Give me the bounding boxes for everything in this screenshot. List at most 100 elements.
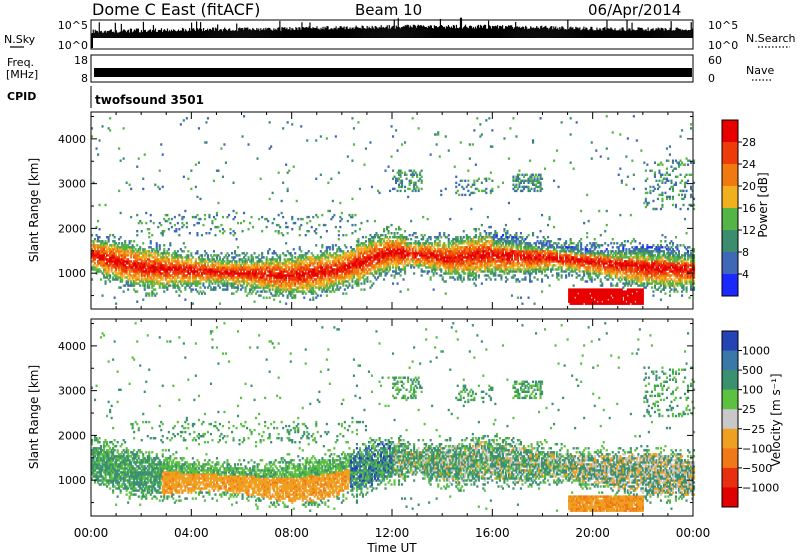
heatmap-cell [383,260,386,263]
heatmap-cell [255,286,258,289]
heatmap-cell [268,274,271,277]
heatmap-cell [358,187,361,191]
heatmap-cell [279,260,282,263]
heatmap-cell [191,280,194,283]
heatmap-cell [343,280,346,283]
heatmap-cell [373,250,376,253]
heatmap-cell [232,282,235,285]
heatmap-cell [393,270,396,273]
heatmap-cell [377,248,380,251]
heatmap-cell [331,264,334,267]
heatmap-cell [119,252,122,255]
heatmap-cell [238,262,241,265]
heatmap-cell [345,246,348,249]
heatmap-cell [377,270,380,273]
heatmap-cell [352,268,355,271]
heatmap-cell [237,270,240,273]
heatmap-cell [367,246,370,249]
heatmap-cell [149,264,152,267]
heatmap-cell [325,264,328,267]
heatmap-cell [94,238,97,241]
heatmap-cell [419,252,422,255]
heatmap-cell [286,250,289,253]
heatmap-cell [268,278,271,281]
heatmap-cell [358,228,361,231]
heatmap-cell [384,254,387,257]
heatmap-cell [392,240,395,243]
heatmap-cell [399,189,402,193]
heatmap-cell [158,270,161,273]
heatmap-cell [167,228,170,231]
heatmap-cell [381,252,384,255]
heatmap-cell [244,290,247,293]
heatmap-cell [241,135,244,138]
heatmap-cell [223,284,226,287]
heatmap-cell [259,290,262,293]
heatmap-cell [175,254,178,257]
heatmap-cell [190,264,193,267]
heatmap-cell [121,266,124,269]
heatmap-cell [127,288,130,291]
heatmap-cell [104,258,107,261]
heatmap-cell [238,276,241,279]
heatmap-cell [383,254,386,257]
heatmap-cell [449,217,452,221]
heatmap-cell [265,264,268,267]
heatmap-cell [363,288,366,291]
heatmap-cell [309,268,312,271]
heatmap-cell [155,274,158,277]
heatmap-cell [249,221,252,225]
heatmap-cell [331,276,334,279]
heatmap-cell [106,260,109,263]
heatmap-cell [316,272,319,275]
heatmap-cell [429,153,432,156]
heatmap-cell [357,270,360,273]
heatmap-cell [389,258,392,261]
heatmap-cell [271,288,274,291]
heatmap-cell [226,256,229,259]
heatmap-cell [407,250,410,253]
heatmap-cell [289,286,292,289]
heatmap-cell [118,286,121,289]
heatmap-cell [244,276,247,279]
heatmap-cell [328,262,331,265]
heatmap-cell [250,292,253,295]
heatmap-cell [146,286,149,289]
heatmap-cell [375,242,378,245]
heatmap-cell [97,254,100,257]
heatmap-cell [271,262,274,265]
heatmap-cell [286,232,289,235]
heatmap-cell [194,274,197,277]
heatmap-cell [398,262,401,265]
heatmap-cell [200,262,203,265]
heatmap-cell [218,280,221,283]
heatmap-cell [468,157,471,160]
heatmap-cell [285,286,288,289]
heatmap-cell [148,272,151,275]
heatmap-cell [366,266,369,269]
heatmap-cell [285,288,288,291]
heatmap-cell [155,250,158,253]
heatmap-cell [306,278,309,281]
heatmap-cell [155,280,158,283]
heatmap-cell [297,256,300,259]
heatmap-cell [291,284,294,287]
heatmap-cell [319,284,322,287]
heatmap-cell [401,268,404,271]
heatmap-cell [181,274,184,277]
heatmap-cell [443,232,446,235]
heatmap-cell [289,262,292,265]
heatmap-cell [309,260,312,263]
heatmap-cell [297,264,300,267]
heatmap-cell [241,280,244,283]
heatmap-cell [279,284,282,287]
heatmap-cell [253,282,256,285]
heatmap-cell [188,278,191,281]
heatmap-cell [118,276,121,279]
heatmap-cell [423,264,426,267]
heatmap-cell [184,286,187,289]
heatmap-cell [416,242,419,245]
heatmap-cell [255,278,258,281]
heatmap-cell [330,280,333,283]
heatmap-cell [246,262,249,265]
